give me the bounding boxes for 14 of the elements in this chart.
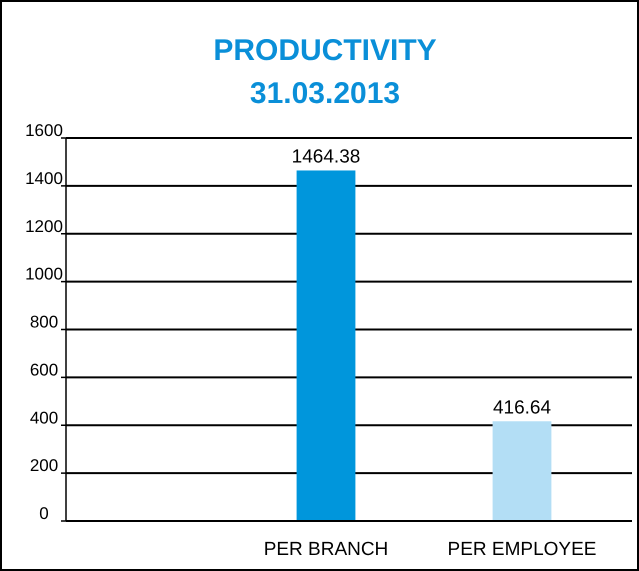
y-tick-label: 400 [30, 408, 58, 428]
y-tick-label: 0 [39, 504, 49, 523]
x-tick-label: PER EMPLOYEE [448, 539, 596, 560]
y-tick-label: 1400 [25, 168, 63, 188]
y-tick-label: 200 [30, 456, 58, 476]
y-tick-label: 600 [30, 360, 58, 380]
y-tick-label: 1200 [25, 216, 63, 236]
chart-title: PRODUCTIVITY 31.03.2013 [213, 34, 437, 110]
y-tick-label: 800 [30, 312, 58, 332]
x-tick-label: PER BRANCH [264, 539, 388, 560]
data-label: 1464.38 [292, 146, 360, 168]
data-label: 416.64 [492, 397, 552, 418]
y-tick-label: 1600 [25, 121, 63, 140]
y-tick-label: 1000 [25, 264, 63, 284]
